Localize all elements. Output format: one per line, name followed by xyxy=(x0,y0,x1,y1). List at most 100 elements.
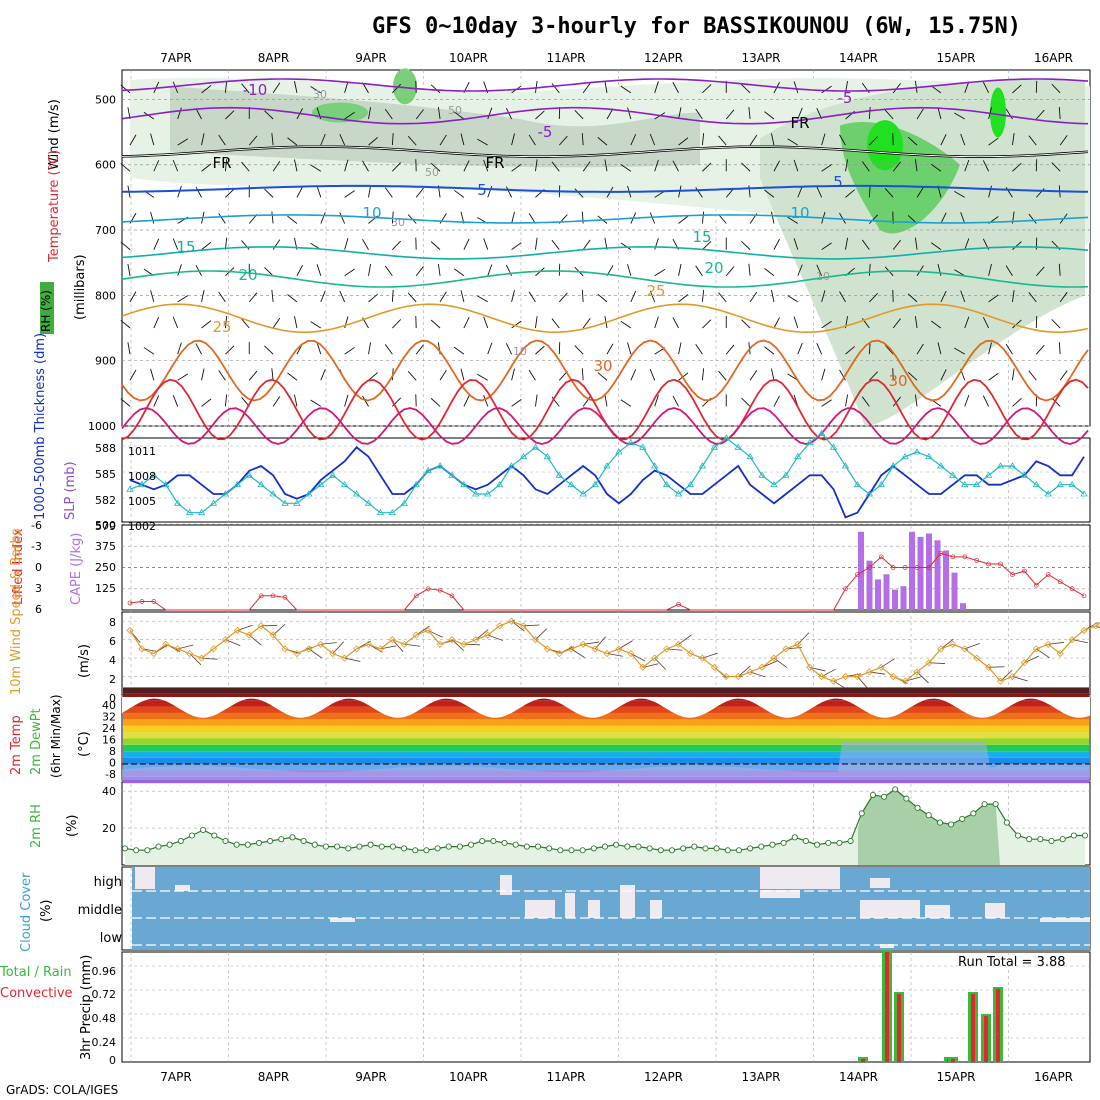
isotherm-20 xyxy=(121,270,1089,288)
wind-barb xyxy=(225,345,235,355)
wind-barb xyxy=(1035,109,1045,120)
wind-barb xyxy=(1035,266,1045,277)
wind-barb xyxy=(718,370,727,381)
wind-barb xyxy=(272,82,281,94)
precip-legend-total: Total / Rain xyxy=(0,965,72,980)
wind-barb xyxy=(487,107,493,120)
wind-barb xyxy=(272,317,281,329)
wind-speed-marker xyxy=(889,672,897,681)
wind-barb xyxy=(672,82,679,94)
wind-barb xyxy=(839,212,846,224)
wind-speed-marker xyxy=(543,645,551,653)
wind-barb xyxy=(604,80,608,93)
wind-barb xyxy=(1012,319,1022,329)
wind-barb xyxy=(672,395,679,407)
wind-speed-marker xyxy=(174,645,182,653)
wind-barb xyxy=(582,82,591,94)
wind-speed-marker xyxy=(830,677,838,685)
wind-barb xyxy=(1051,319,1061,329)
rh-label: 10 xyxy=(816,270,830,283)
wind-barb xyxy=(264,110,274,120)
wind-barb xyxy=(310,321,322,329)
wind-speed-marker xyxy=(448,636,456,644)
day-label-bottom: 12APR xyxy=(644,1070,683,1084)
wind-barb xyxy=(725,344,735,355)
dewpoint-area xyxy=(122,741,1090,780)
wind-speed-marker xyxy=(364,640,373,648)
wind-barb xyxy=(477,295,488,303)
slp-marker xyxy=(162,480,170,488)
lifted-index-tick-label: -6 xyxy=(31,519,42,532)
wind-barb xyxy=(271,289,274,302)
contour-label: 10 xyxy=(362,204,381,222)
wind-barb xyxy=(793,81,799,94)
slp-marker xyxy=(1080,490,1088,497)
wind-speed-marker xyxy=(233,626,241,635)
wind-speed-marker xyxy=(508,617,516,625)
wind-barb xyxy=(868,342,871,355)
wind-barb xyxy=(861,239,870,250)
wind-barb xyxy=(845,237,849,250)
wind-barb xyxy=(415,187,424,198)
wind-barb xyxy=(415,344,424,355)
rh-marker xyxy=(367,841,374,848)
wind-barb xyxy=(1059,291,1068,303)
contour-label: 25 xyxy=(212,318,231,336)
cloud-block xyxy=(985,903,1005,918)
lifted-index-marker xyxy=(974,558,980,563)
wind-barb xyxy=(224,394,228,407)
slp-marker xyxy=(1056,480,1064,488)
wind-barb xyxy=(988,372,999,381)
rh-marker xyxy=(858,810,865,817)
wind-barb xyxy=(344,237,349,250)
wind-barb xyxy=(749,291,758,303)
rh-marker xyxy=(144,847,151,854)
rh-axis-title: 2m RH xyxy=(29,804,44,848)
slp-marker xyxy=(221,490,230,497)
wind-barb xyxy=(127,263,131,276)
wind-barb xyxy=(907,293,918,303)
wind-barb xyxy=(1012,241,1022,250)
wind-speed-marker xyxy=(686,649,695,658)
wind-tick-label: 0 xyxy=(109,692,116,705)
wind-barb xyxy=(937,107,942,120)
wind-barb xyxy=(195,186,202,198)
wind-barb xyxy=(695,187,703,198)
wind-barb xyxy=(308,648,323,659)
wind-barb xyxy=(241,240,250,250)
wind-speed-marker xyxy=(996,677,1005,685)
lifted-index-marker xyxy=(998,561,1003,567)
slp-tick-label: 1011 xyxy=(128,445,156,458)
rh-marker xyxy=(780,839,787,846)
lifted-index-marker xyxy=(855,572,860,577)
pressure-tick-label: 800 xyxy=(95,289,116,302)
wind-barb xyxy=(702,319,712,329)
cloud-level-label: low xyxy=(100,931,123,946)
cloud-block xyxy=(620,885,635,918)
rh-marker xyxy=(825,839,832,846)
isotherm-25 xyxy=(121,303,1089,334)
wind-barb xyxy=(460,368,465,381)
wind-barb xyxy=(316,185,322,198)
wind-barb xyxy=(954,347,965,355)
cape-bar xyxy=(866,560,873,610)
rh-marker xyxy=(557,847,564,854)
cloud-block xyxy=(860,900,920,918)
temp-tick-label: 24 xyxy=(102,722,116,735)
wind-barb xyxy=(339,290,346,303)
wind-barb xyxy=(451,639,464,651)
wind-barb xyxy=(368,372,378,381)
wind-barb xyxy=(793,238,799,250)
wind-barb xyxy=(362,239,369,250)
wind-barb xyxy=(120,241,131,250)
slp-marker xyxy=(460,480,468,488)
wind-barb xyxy=(177,138,189,146)
wind-barb xyxy=(982,395,990,407)
wind-speed-marker xyxy=(603,649,611,658)
wind-barb xyxy=(392,162,402,172)
wind-barb xyxy=(463,238,470,250)
wind-barb xyxy=(1058,106,1061,120)
wind-tick-label: 6 xyxy=(109,635,116,648)
contour-label: -5 xyxy=(838,89,853,107)
